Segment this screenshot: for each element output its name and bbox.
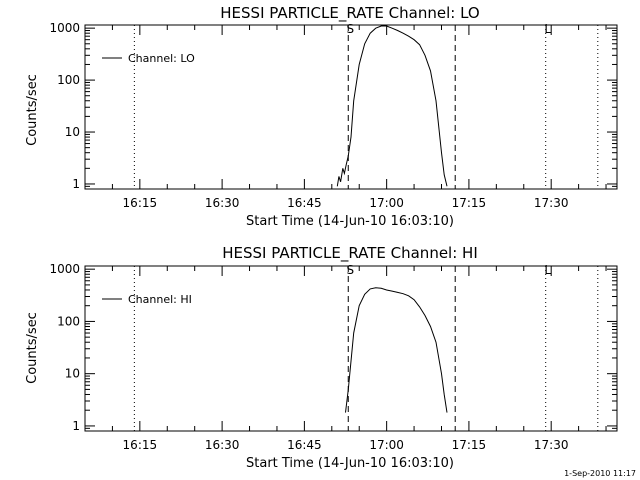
x-axis-label: Start Time (14-Jun-10 16:03:10) xyxy=(246,214,454,229)
y-tick-label: 1000 xyxy=(49,262,80,276)
legend-label: Channel: LO xyxy=(128,52,195,65)
x-tick-label: 17:00 xyxy=(369,438,404,452)
marker-label: S xyxy=(346,263,354,277)
x-tick-label: 17:30 xyxy=(534,438,569,452)
marker-label: L xyxy=(544,263,551,277)
x-tick-label: 17:30 xyxy=(534,196,569,210)
x-tick-label: 16:15 xyxy=(123,196,158,210)
x-axis-label: Start Time (14-Jun-10 16:03:10) xyxy=(246,456,454,471)
legend-label: Channel: HI xyxy=(128,293,192,306)
x-tick-label: 16:45 xyxy=(287,438,322,452)
x-tick-label: 16:45 xyxy=(287,196,322,210)
y-tick-label: 1 xyxy=(72,177,80,191)
series-line xyxy=(336,25,448,187)
plot-frame xyxy=(84,24,618,190)
x-tick-label: 17:00 xyxy=(369,196,404,210)
x-tick-label: 17:15 xyxy=(452,438,487,452)
hi-channel-panel: HESSI PARTICLE_RATE Channel: HI Start Ti… xyxy=(25,244,618,471)
marker-label: L xyxy=(544,22,551,36)
series-line xyxy=(345,287,448,413)
marker-label: S xyxy=(346,22,354,36)
y-tick-label: 100 xyxy=(57,73,80,87)
x-tick-label: 17:15 xyxy=(452,196,487,210)
footer-timestamp: 1-Sep-2010 11:17 xyxy=(564,469,636,478)
chart-title: HESSI PARTICLE_RATE Channel: LO xyxy=(220,4,479,23)
x-tick-label: 16:15 xyxy=(123,438,158,452)
y-tick-label: 1000 xyxy=(49,21,80,35)
chart-title: HESSI PARTICLE_RATE Channel: HI xyxy=(222,244,478,263)
x-tick-label: 16:30 xyxy=(205,438,240,452)
y-tick-label: 10 xyxy=(65,367,80,381)
y-tick-label: 100 xyxy=(57,314,80,328)
y-axis-label: Counts/sec xyxy=(25,74,40,146)
y-tick-label: 10 xyxy=(65,125,80,139)
y-tick-label: 1 xyxy=(72,419,80,433)
lo-channel-panel: HESSI PARTICLE_RATE Channel: LO Start Ti… xyxy=(25,4,618,229)
x-tick-label: 16:30 xyxy=(205,196,240,210)
plot-frame xyxy=(84,265,618,432)
y-axis-label: Counts/sec xyxy=(25,312,40,384)
